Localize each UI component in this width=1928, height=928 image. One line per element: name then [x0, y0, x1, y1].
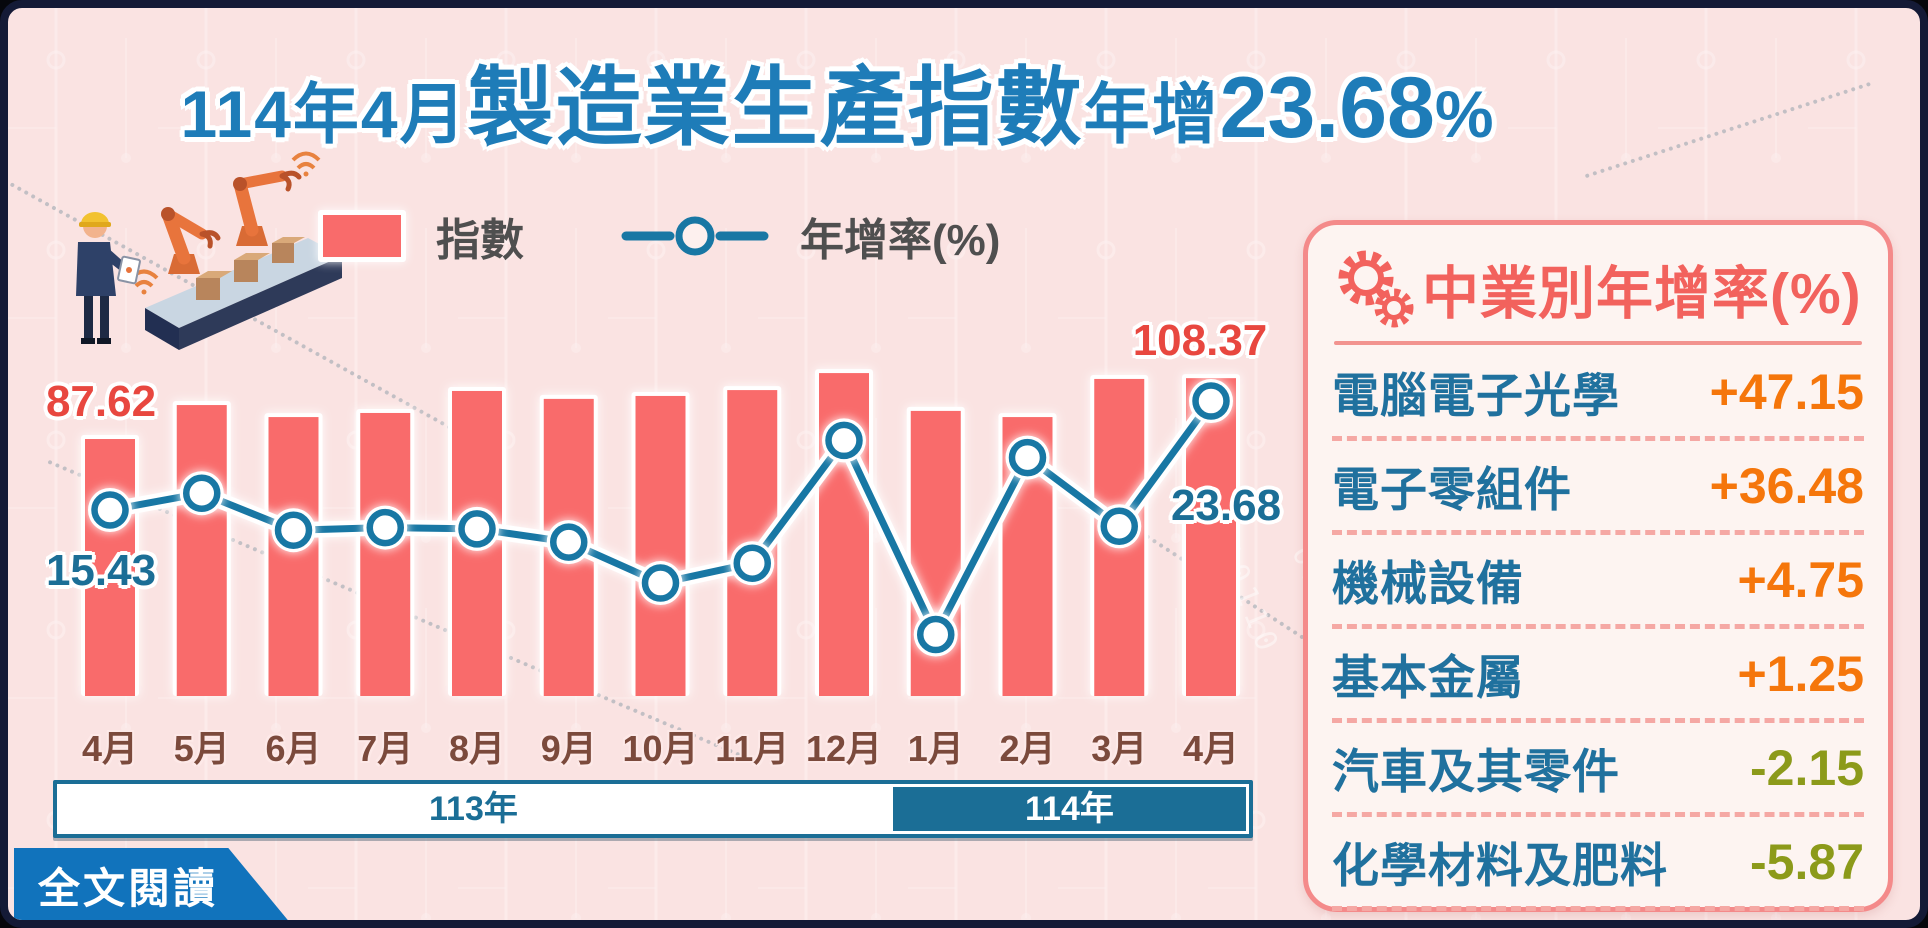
index-bar-10月 [635, 395, 686, 696]
industry-row-3: 機械設備 +4.75 [1332, 535, 1864, 629]
index-bars [81, 369, 1240, 696]
industry-label: 電腦電子光學 [1332, 369, 1620, 422]
gears-icon [1338, 250, 1414, 328]
industry-row-1: 電腦電子光學 +47.15 [1332, 347, 1864, 441]
year-114-section: 114年 [889, 784, 1249, 834]
industry-label: 汽車及其零件 [1332, 745, 1620, 798]
index-bar-5月 [176, 405, 227, 696]
index-bar-6月 [268, 417, 319, 696]
data-point-6月 [274, 511, 313, 549]
robot-arm-icon [161, 207, 221, 274]
data-point-10月 [641, 564, 680, 602]
industry-row-4: 基本金屬 +1.25 [1332, 629, 1864, 723]
month-label-6: 9月 [540, 728, 597, 769]
wifi-icon [291, 151, 321, 177]
factory-illustration [76, 151, 342, 350]
month-label-3: 6月 [265, 728, 322, 769]
title-year-month: 114年4月 [180, 77, 468, 151]
month-label-7: 10月 [622, 728, 699, 769]
month-label-4: 7月 [357, 728, 414, 769]
worker-icon [76, 212, 141, 344]
year-113-section: 113年 [429, 790, 518, 828]
box-icon [196, 237, 305, 300]
month-label-8: 11月 [715, 728, 790, 769]
data-point-4月 [91, 491, 129, 529]
data-point-3月 [1100, 507, 1138, 545]
industry-row-6: 化學材料及肥料 -5.87 [1332, 817, 1864, 911]
month-label-10: 1月 [907, 728, 964, 769]
data-point-1月 [917, 615, 955, 654]
industry-growth-value: +4.75 [1737, 551, 1864, 608]
data-point-4月 [1192, 382, 1230, 420]
index-bar-4月 [85, 439, 135, 696]
robot-arm-icon [233, 170, 302, 246]
index-legend-label: 指數 [436, 216, 524, 265]
data-point-7月 [366, 508, 404, 547]
industry-growth-value: -2.15 [1750, 739, 1864, 796]
x-axis-year-band: 113年 114年 [53, 780, 1253, 838]
data-point-2月 [1008, 438, 1047, 477]
panel-title-underline [1334, 341, 1862, 345]
industry-growth-value: -5.87 [1750, 833, 1864, 890]
last-index-value-label: 108.37 [1132, 316, 1268, 366]
title-verb: 年增 [1083, 77, 1220, 151]
title-value: 23.68 [1219, 60, 1435, 156]
industry-growth-value: +47.15 [1709, 363, 1864, 420]
first-index-value-label: 87.62 [45, 377, 157, 426]
data-point-8月 [458, 510, 496, 548]
industry-rows: 電腦電子光學 +47.15 電子零組件 +36.48 機械設備 +4.75 基本金屬 +1.2… [1332, 347, 1864, 911]
title-subject: 製造業生產指數 [467, 60, 1084, 156]
index-legend-swatch [318, 210, 406, 262]
industry-label: 化學材料及肥料 [1332, 839, 1668, 892]
index-bar-7月 [360, 412, 411, 696]
panel-header: 中業別年增率(%) [1332, 243, 1864, 335]
title-unit: % [1434, 77, 1496, 151]
industry-label: 基本金屬 [1332, 651, 1524, 704]
growth-rate-legend-icon [621, 216, 769, 256]
panel-title: 中業別年增率(%) [1422, 262, 1862, 326]
industry-label: 電子零組件 [1332, 463, 1572, 516]
data-point-11月 [733, 544, 771, 582]
first-growth-rate-label: 15.43 [45, 546, 157, 595]
industry-growth-value: +36.48 [1709, 457, 1864, 514]
industry-row-2: 電子零組件 +36.48 [1332, 441, 1864, 535]
month-label-1: 4月 [81, 728, 139, 769]
page-title: 114年4月製造業生產指數年增23.68% [58, 52, 1618, 189]
month-label-2: 5月 [173, 728, 230, 769]
month-label-12: 3月 [1091, 728, 1148, 769]
combo-chart [81, 369, 1240, 696]
month-label-11: 2月 [999, 728, 1056, 769]
chart-legend: 指數 年增率(%) [318, 204, 1000, 268]
data-point-9月 [550, 523, 588, 561]
month-label-13: 4月 [1182, 728, 1240, 769]
data-point-12月 [825, 421, 863, 460]
month-label-9: 12月 [805, 728, 883, 769]
industry-label: 機械設備 [1332, 557, 1524, 610]
month-label-5: 8月 [448, 728, 506, 769]
data-point-5月 [183, 474, 221, 512]
industry-growth-value: +1.25 [1737, 645, 1864, 702]
last-growth-rate-label: 23.68 [1170, 481, 1282, 531]
growth-rate-line [88, 379, 1233, 657]
industry-growth-panel: 中業別年增率(%) 電腦電子光學 +47.15 電子零組件 +36.48 機械設備 +4.… [1303, 220, 1893, 912]
growth-rate-legend-label: 年增率(%) [800, 216, 1001, 265]
industry-row-5: 汽車及其零件 -2.15 [1332, 723, 1864, 817]
